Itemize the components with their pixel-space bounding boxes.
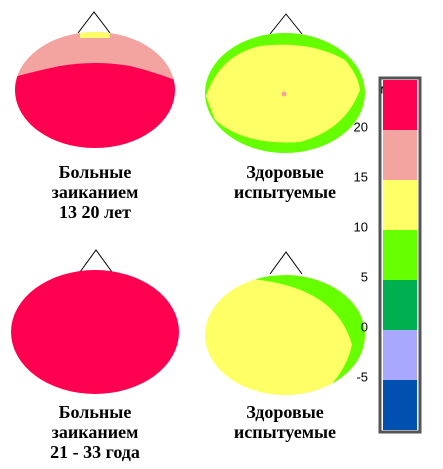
panel-label: Здоровые [246, 402, 323, 422]
panel-label: испытуемые [234, 182, 336, 202]
head-map [11, 249, 179, 394]
head-map [15, 11, 175, 148]
panel-label: испытуемые [234, 422, 336, 442]
scale-border [378, 76, 422, 434]
panel-label: заиканием [52, 182, 139, 202]
scale-segment [383, 280, 417, 330]
panel-label: Больные [59, 402, 132, 422]
panel-label: 21 - 33 года [50, 442, 140, 462]
panel-label: заиканием [52, 422, 139, 442]
scale-segment [383, 380, 417, 430]
scale-tick-label: 20 [354, 119, 368, 134]
scale-tick-label: 5 [361, 269, 368, 284]
scale-tick-label: 0 [361, 319, 368, 334]
head-map [205, 251, 365, 395]
scale-tick-label: 15 [354, 169, 368, 184]
scale-segment [383, 80, 417, 130]
scale-tick-label: 10 [354, 219, 368, 234]
head-map [205, 13, 365, 153]
scale-tick-label: -5 [356, 369, 368, 384]
panel-label: Здоровые [246, 162, 323, 182]
scale-segment [383, 180, 417, 230]
panel-label: 13 20 лет [59, 202, 131, 222]
panel-label: Больные [59, 162, 132, 182]
scale-segment [383, 230, 417, 280]
scale-segment [383, 330, 417, 380]
scale-segment [383, 130, 417, 180]
